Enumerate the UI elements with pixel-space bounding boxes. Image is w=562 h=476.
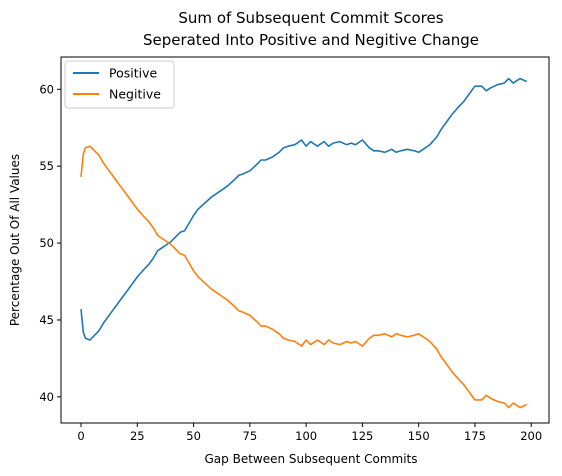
plot-frame [60, 56, 550, 424]
y-tick-label: 55 [39, 159, 54, 173]
x-tick-label: 125 [351, 429, 373, 443]
y-tick-label: 60 [39, 82, 54, 96]
plot-lines [80, 77, 528, 409]
series-line-positive [80, 77, 528, 341]
x-tick-label: 75 [243, 429, 258, 443]
y-tick-label: 45 [39, 313, 54, 327]
x-tick-label: 150 [408, 429, 430, 443]
x-axis: 0 25 50 75 100 125 150 175 200 [77, 423, 542, 443]
x-tick-label: 200 [520, 429, 542, 443]
y-axis: 40 45 50 55 60 [39, 82, 61, 404]
x-tick-label: 25 [130, 429, 145, 443]
y-tick-label: 40 [39, 390, 54, 404]
legend-label-positive: Positive [109, 66, 157, 81]
legend: Positive Negitive [64, 60, 175, 109]
chart-title: Sum of Subsequent Commit Scores [178, 9, 443, 27]
chart-subtitle: Seperated Into Positive and Negitive Cha… [143, 31, 479, 49]
x-tick-label: 175 [464, 429, 486, 443]
y-tick-label: 50 [39, 236, 54, 250]
y-axis-label: Percentage Out Of All Values [8, 154, 22, 326]
x-axis-label: Gap Between Subsequent Commits [205, 452, 418, 466]
legend-label-negitive: Negitive [109, 87, 161, 102]
x-tick-label: 50 [186, 429, 201, 443]
x-tick-label: 0 [77, 429, 84, 443]
x-tick-label: 100 [295, 429, 317, 443]
series-line-negitive [80, 145, 528, 409]
